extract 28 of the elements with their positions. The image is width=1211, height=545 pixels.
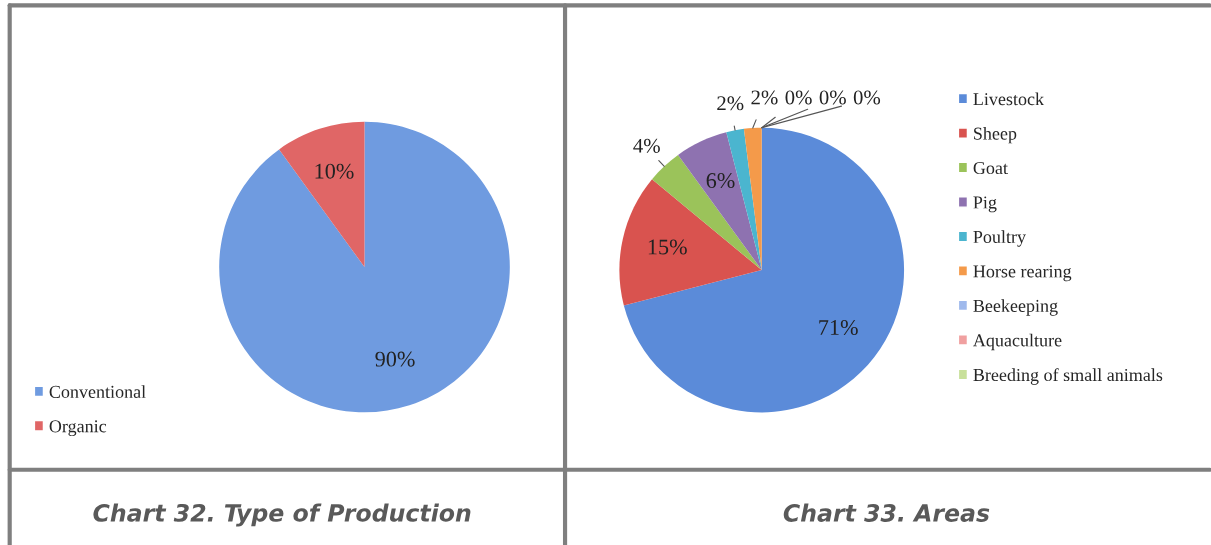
pie-slice — [219, 121, 510, 413]
text: Chart 33. Areas — [783, 503, 990, 522]
pie-slice — [623, 127, 905, 413]
data-label: 15% — [648, 239, 687, 255]
data-label: 6% — [706, 173, 735, 189]
data-label: 10% — [315, 163, 354, 179]
legend-label: Beekeeping — [973, 299, 1058, 316]
text: 0% — [819, 90, 846, 105]
text: Chart 32. Type of Production — [93, 503, 471, 527]
legend-label: Organic — [49, 420, 107, 437]
data-label: 71% — [819, 319, 858, 336]
legend-label: Pig — [973, 196, 997, 213]
pie-slice — [279, 121, 365, 268]
data-label: 2% — [751, 90, 778, 105]
legend-label: Horse rearing — [973, 265, 1072, 282]
legend-label: Aquaculture — [973, 333, 1062, 351]
legend-label: Livestock — [973, 92, 1045, 106]
legend-label: Conventional — [49, 385, 146, 398]
text: 0% — [853, 90, 881, 105]
legend-label: Breeding of small animals — [973, 368, 1163, 385]
text: 0% — [785, 90, 812, 105]
legend-label: Sheep — [974, 126, 1017, 144]
pie-slice — [743, 127, 762, 271]
data-label: 2% — [717, 96, 744, 111]
legend-label: Poultry — [973, 230, 1026, 247]
data-label: 4% — [633, 138, 660, 153]
data-label: 90% — [375, 351, 415, 367]
legend-label: Goat — [973, 161, 1008, 175]
